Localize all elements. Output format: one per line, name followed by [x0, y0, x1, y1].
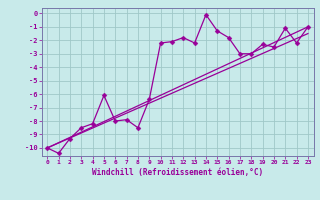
X-axis label: Windchill (Refroidissement éolien,°C): Windchill (Refroidissement éolien,°C) [92, 168, 263, 177]
